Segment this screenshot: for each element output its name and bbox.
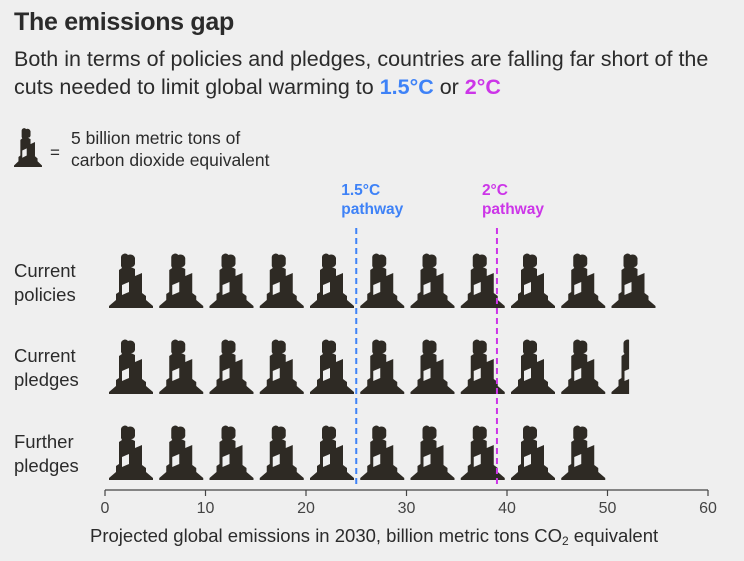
row-label-line2: pledges xyxy=(14,455,79,476)
emissions-icon xyxy=(511,253,555,308)
subtitle-or: or xyxy=(433,75,465,99)
smokestack-icon xyxy=(14,128,42,167)
pathway-label: pathway xyxy=(482,201,544,218)
emissions-icon xyxy=(460,339,505,394)
row-label-line1: Current xyxy=(14,260,76,281)
x-axis-label-end: equivalent xyxy=(568,525,659,546)
pathway-label: 1.5°C xyxy=(341,182,380,199)
emissions-icon xyxy=(410,425,455,480)
emissions-icon xyxy=(209,253,254,308)
x-tick-label: 20 xyxy=(297,500,315,517)
target-2c-label: 2°C xyxy=(464,75,501,99)
emissions-icon xyxy=(410,339,455,394)
x-axis-label-subscript: 2 xyxy=(561,534,569,548)
row-label-line1: Further xyxy=(14,431,74,452)
emissions-icon xyxy=(259,425,304,480)
subtitle-text: Both in terms of policies and pledges, c… xyxy=(14,47,709,99)
row-label-line1: Current xyxy=(14,345,76,366)
emissions-icon xyxy=(561,339,606,394)
row-label-line2: pledges xyxy=(14,369,79,390)
emissions-icon xyxy=(360,253,405,308)
chart-title: The emissions gap xyxy=(14,8,234,36)
target-1-5c-label: 1.5°C xyxy=(379,75,434,99)
emissions-icon xyxy=(460,425,505,480)
row-label-further-pledges: Further pledges xyxy=(14,430,79,478)
row-label-current-pledges: Current pledges xyxy=(14,344,79,392)
emissions-icon xyxy=(410,253,455,308)
emissions-icon xyxy=(109,339,153,394)
emissions-icon xyxy=(159,425,204,480)
row-label-current-policies: Current policies xyxy=(14,259,76,307)
legend-text-line2: carbon dioxide equivalent xyxy=(71,150,270,170)
emissions-icon xyxy=(561,425,606,480)
pathway-label: 2°C xyxy=(482,182,508,199)
emissions-icon xyxy=(611,253,656,308)
legend-equals: = xyxy=(50,143,60,162)
emissions-icon xyxy=(209,425,254,480)
row-label-line2: policies xyxy=(14,284,76,305)
x-tick-label: 40 xyxy=(498,500,516,517)
emissions-icon xyxy=(360,339,405,394)
chart-subtitle: Both in terms of policies and pledges, c… xyxy=(14,45,739,101)
emissions-icon xyxy=(360,425,405,480)
x-axis-label: Projected global emissions in 2030, bill… xyxy=(90,525,658,548)
emissions-icon xyxy=(561,253,606,308)
x-tick-label: 10 xyxy=(197,500,215,517)
emissions-icon xyxy=(511,339,555,394)
emissions-icon xyxy=(310,425,354,480)
legend-text: 5 billion metric tons of carbon dioxide … xyxy=(71,127,269,171)
emissions-icon xyxy=(109,253,153,308)
x-tick-label: 60 xyxy=(699,500,717,517)
emissions-icon xyxy=(159,253,204,308)
emissions-icon xyxy=(611,339,630,394)
emissions-icon xyxy=(259,339,304,394)
x-tick-label: 50 xyxy=(599,500,617,517)
emissions-icon xyxy=(460,253,505,308)
x-tick-label: 0 xyxy=(101,500,110,517)
x-tick-label: 30 xyxy=(398,500,416,517)
emissions-icon xyxy=(209,339,254,394)
pathway-label: pathway xyxy=(341,201,403,218)
emissions-icon xyxy=(109,425,153,480)
emissions-icon xyxy=(159,339,204,394)
x-axis-label-main: Projected global emissions in 2030, bill… xyxy=(90,525,562,546)
emissions-icon xyxy=(511,425,555,480)
emissions-icon xyxy=(310,339,354,394)
emissions-icon xyxy=(310,253,354,308)
legend-text-line1: 5 billion metric tons of xyxy=(71,128,241,148)
emissions-icon xyxy=(259,253,304,308)
